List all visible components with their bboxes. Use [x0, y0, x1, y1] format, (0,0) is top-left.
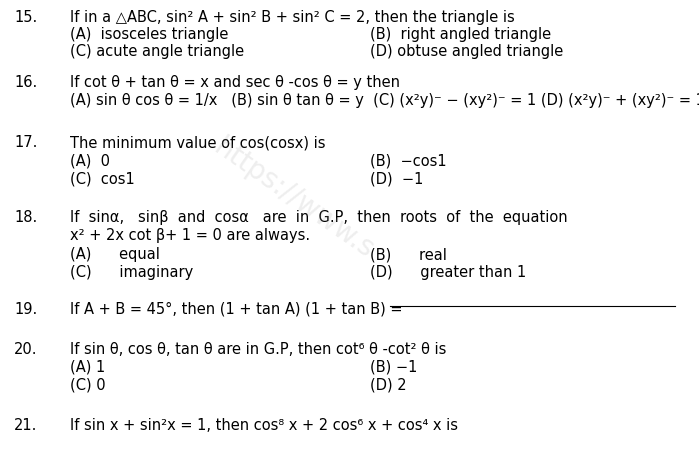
Text: (C)      imaginary: (C) imaginary — [70, 265, 193, 280]
Text: (B)      real: (B) real — [370, 247, 447, 262]
Text: (C) 0: (C) 0 — [70, 378, 106, 393]
Text: (A)  0: (A) 0 — [70, 153, 110, 168]
Text: If sin θ, cos θ, tan θ are in G.P, then cot⁶ θ -cot² θ is: If sin θ, cos θ, tan θ are in G.P, then … — [70, 342, 447, 357]
Text: If cot θ + tan θ = x and sec θ -cos θ = y then: If cot θ + tan θ = x and sec θ -cos θ = … — [70, 75, 400, 90]
Text: The minimum value of cos(cosx) is: The minimum value of cos(cosx) is — [70, 135, 326, 150]
Text: (A) sin θ cos θ = 1/x   (B) sin θ tan θ = y  (C) (x²y)⁻ − (xy²)⁻ = 1 (D) (x²y)⁻ : (A) sin θ cos θ = 1/x (B) sin θ tan θ = … — [70, 93, 699, 108]
Text: (D)      greater than 1: (D) greater than 1 — [370, 265, 526, 280]
Text: If A + B = 45°, then (1 + tan A) (1 + tan B) =: If A + B = 45°, then (1 + tan A) (1 + ta… — [70, 302, 407, 317]
Text: 16.: 16. — [14, 75, 37, 90]
Text: (B)  −cos1: (B) −cos1 — [370, 153, 447, 168]
Text: If in a △ABC, sin² A + sin² B + sin² C = 2, then the triangle is: If in a △ABC, sin² A + sin² B + sin² C =… — [70, 10, 514, 25]
Text: (A)  isosceles triangle: (A) isosceles triangle — [70, 27, 229, 42]
Text: 17.: 17. — [14, 135, 37, 150]
Text: If sin x + sin²x = 1, then cos⁸ x + 2 cos⁶ x + cos⁴ x is: If sin x + sin²x = 1, then cos⁸ x + 2 co… — [70, 418, 458, 433]
Text: (B) −1: (B) −1 — [370, 360, 417, 375]
Text: 21.: 21. — [14, 418, 37, 433]
Text: x² + 2x cot β+ 1 = 0 are always.: x² + 2x cot β+ 1 = 0 are always. — [70, 228, 310, 243]
Text: https://www.s: https://www.s — [208, 134, 379, 264]
Text: If  sinα,   sinβ  and  cosα   are  in  G.P,  then  roots  of  the  equation: If sinα, sinβ and cosα are in G.P, then … — [70, 210, 568, 225]
Text: 19.: 19. — [14, 302, 37, 317]
Text: (D) obtuse angled triangle: (D) obtuse angled triangle — [370, 44, 563, 59]
Text: (C) acute angle triangle: (C) acute angle triangle — [70, 44, 244, 59]
Text: (A)      equal: (A) equal — [70, 247, 160, 262]
Text: (D) 2: (D) 2 — [370, 378, 407, 393]
Text: 18.: 18. — [14, 210, 37, 225]
Text: (B)  right angled triangle: (B) right angled triangle — [370, 27, 551, 42]
Text: (A) 1: (A) 1 — [70, 360, 106, 375]
Text: 15.: 15. — [14, 10, 37, 25]
Text: (D)  −1: (D) −1 — [370, 171, 424, 186]
Text: (C)  cos1: (C) cos1 — [70, 171, 135, 186]
Text: 20.: 20. — [14, 342, 38, 357]
